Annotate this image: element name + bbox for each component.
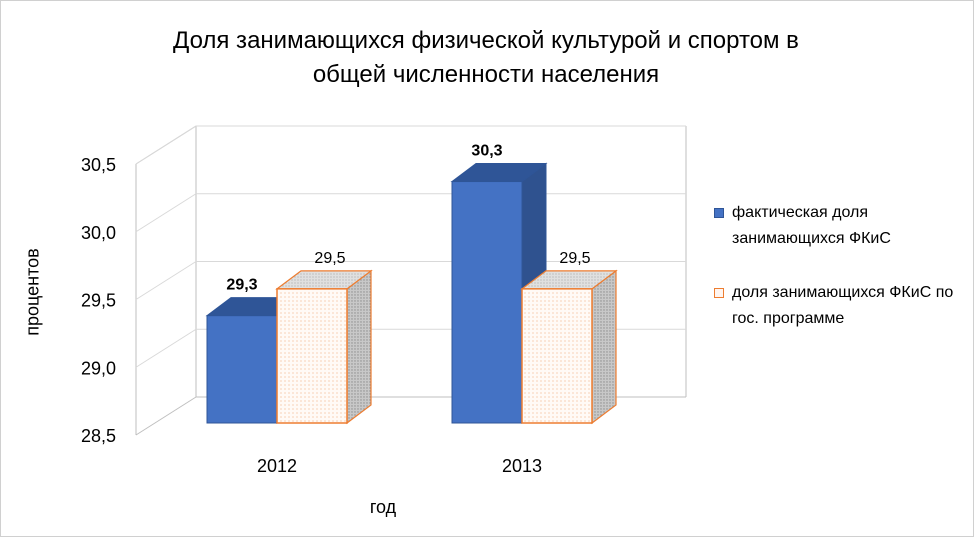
- gridline-side: [135, 261, 197, 300]
- legend: фактическая доля занимающихся ФКиС доля …: [714, 200, 964, 360]
- gridline-side: [135, 328, 197, 368]
- gridline-side: [135, 193, 197, 233]
- bar-side-program-2012: [346, 269, 372, 425]
- y-tick-label: 29,0: [81, 358, 116, 378]
- x-tick-label-2012: 2012: [257, 456, 297, 476]
- y-tick-label: 28,5: [81, 426, 116, 446]
- bar-program-2013: [521, 288, 593, 424]
- x-axis-label: год: [369, 497, 397, 517]
- data-label-program-2013: 29,5: [559, 250, 590, 267]
- bar-actual-2012: [206, 315, 278, 424]
- data-label-actual-2012: 29,3: [226, 277, 257, 294]
- legend-swatch-actual: [714, 208, 724, 218]
- legend-swatch-program: [714, 288, 724, 298]
- bar-side-program-2013: [591, 269, 617, 425]
- bar-program-2012: [276, 288, 348, 424]
- legend-label-program: доля занимающихся ФКиС по гос. программе: [732, 284, 954, 327]
- y-tick-label: 30,5: [81, 155, 116, 175]
- legend-label-actual: фактическая доля занимающихся ФКиС: [732, 204, 891, 247]
- data-label-actual-2013: 30,3: [471, 143, 502, 160]
- y-tick-label: 30,0: [81, 223, 116, 243]
- legend-item-actual: фактическая доля занимающихся ФКиС: [714, 200, 964, 252]
- chart-title: Доля занимающихся физической культурой и…: [173, 27, 799, 88]
- x-tick-label-2013: 2013: [502, 456, 542, 476]
- floor-left-edge: [135, 396, 197, 436]
- bar-actual-2013: [451, 181, 523, 424]
- gridline-side: [135, 125, 197, 165]
- legend-item-program: доля занимающихся ФКиС по гос. программе: [714, 280, 964, 332]
- y-tick-label: 29,5: [81, 291, 116, 311]
- data-label-program-2012: 29,5: [314, 250, 345, 267]
